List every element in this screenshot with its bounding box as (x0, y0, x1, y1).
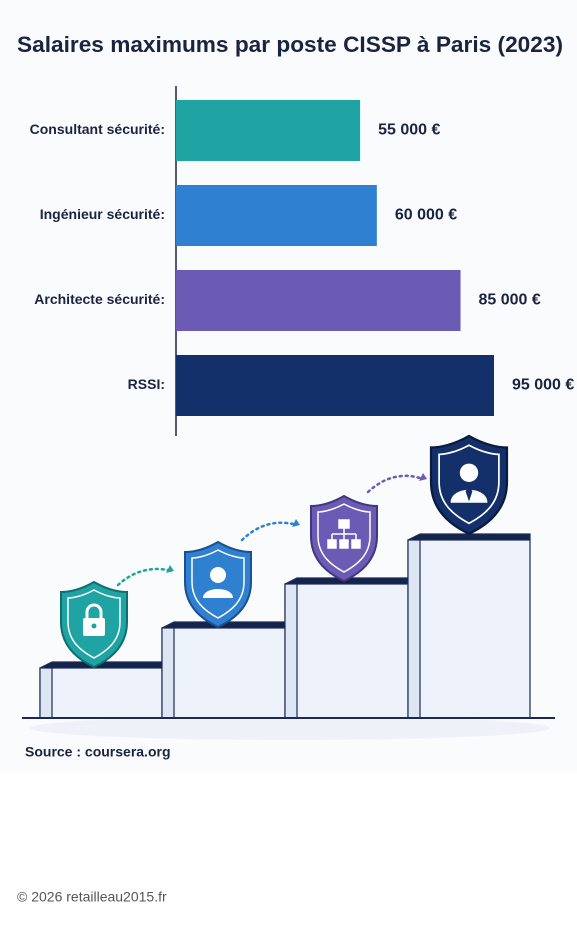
value-label: 55 000 € (378, 122, 440, 139)
chart-title: Salaires maximums par poste CISSP à Pari… (17, 32, 563, 57)
bar (176, 185, 377, 246)
value-label: 95 000 € (512, 377, 574, 394)
source: Source : coursera.org (25, 744, 171, 760)
bar (176, 100, 361, 161)
value-label: 85 000 € (479, 292, 541, 309)
bar (176, 270, 461, 331)
bars: Consultant sécurité: 55 000 € Ingénieur sé… (30, 100, 574, 416)
category-label: Architecte sécurité: (34, 291, 165, 307)
category-label: Consultant sécurité: (30, 121, 165, 137)
value-label: 60 000 € (395, 207, 457, 224)
bar (176, 355, 494, 416)
footer: © 2026 retailleau2015.fr (17, 889, 167, 905)
category-label: RSSI: (128, 376, 165, 392)
category-label: Ingénieur sécurité: (40, 206, 165, 222)
illustration (22, 434, 555, 740)
